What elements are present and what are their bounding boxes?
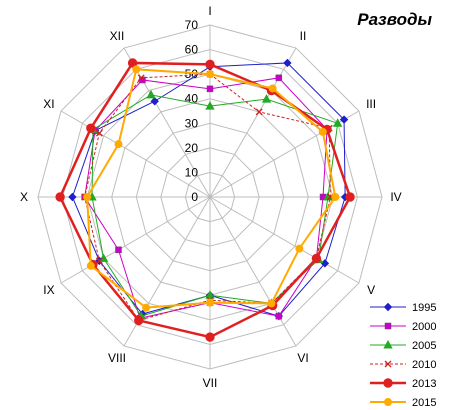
legend-label: 2005 [412, 340, 436, 352]
data-point [255, 108, 263, 116]
category-label: IX [43, 283, 54, 297]
data-point [283, 58, 292, 68]
tick-label: 70 [185, 18, 199, 32]
category-label: V [367, 283, 375, 297]
tick-label: 60 [185, 43, 199, 57]
data-point [134, 315, 144, 326]
legend-item-2010: 2010 [370, 359, 436, 371]
data-point [86, 123, 96, 133]
data-point [318, 127, 327, 136]
data-point [55, 192, 65, 202]
category-label: IV [390, 190, 401, 204]
legend-label: 2010 [412, 359, 436, 371]
data-point [333, 118, 343, 127]
legend-label: 2013 [412, 378, 436, 390]
category-label: VII [203, 376, 218, 390]
data-point [384, 322, 392, 330]
data-point [115, 246, 122, 254]
data-point [331, 193, 340, 201]
data-point [267, 299, 276, 308]
category-label: XII [110, 29, 125, 43]
grid-spoke [209, 196, 297, 347]
data-point [95, 129, 103, 137]
data-point [206, 85, 214, 93]
tick-label: 30 [185, 116, 199, 130]
data-point [339, 115, 349, 124]
data-point [383, 378, 393, 388]
data-point [205, 101, 215, 110]
data-point [137, 74, 145, 82]
category-label: VIII [108, 351, 126, 365]
data-point [142, 303, 151, 312]
legend-label: 2015 [412, 397, 436, 409]
category-label: X [20, 190, 28, 204]
data-point [132, 65, 141, 74]
data-point [98, 253, 109, 262]
data-point [127, 58, 138, 68]
data-point [68, 192, 77, 202]
data-point [275, 312, 283, 320]
tick-label: 0 [191, 190, 198, 204]
data-point [114, 140, 123, 149]
data-point [275, 74, 283, 82]
legend-item-2015: 2015 [370, 397, 436, 409]
data-point [345, 192, 355, 202]
data-point [205, 290, 215, 299]
legend-label: 1995 [412, 302, 436, 314]
legend-item-2005: 2005 [370, 339, 436, 352]
data-point [83, 193, 92, 201]
series-2015 [83, 65, 340, 312]
data-point [383, 302, 393, 312]
tick-label: 10 [185, 165, 199, 179]
data-point [86, 261, 95, 270]
data-point [384, 360, 392, 368]
category-label: VI [297, 351, 308, 365]
legend-item-2000: 2000 [370, 321, 436, 333]
grid-spoke [123, 47, 211, 198]
data-point [205, 332, 215, 342]
category-label: II [300, 29, 307, 43]
category-label: III [366, 97, 376, 111]
data-point [384, 398, 392, 406]
data-point [150, 97, 159, 106]
legend-item-1995: 1995 [370, 302, 436, 314]
data-point [261, 94, 272, 103]
data-point [268, 84, 277, 93]
series-line [84, 77, 328, 319]
category-label: XI [43, 97, 54, 111]
data-point [206, 298, 214, 307]
grid-spoke [209, 47, 297, 198]
data-point [383, 339, 393, 349]
data-point [295, 244, 304, 253]
data-point [205, 59, 215, 70]
data-point [206, 70, 214, 79]
chart-title: Разводы [357, 10, 432, 29]
data-point [311, 253, 322, 264]
grid-spoke [209, 196, 360, 284]
legend-label: 2000 [412, 321, 436, 333]
grid-spoke [60, 196, 211, 284]
tick-label: 20 [185, 141, 199, 155]
legend: 1995 2000 2005 2010 2013 2015 [370, 302, 436, 409]
category-label: I [208, 4, 211, 18]
data-point [146, 89, 156, 99]
grid-spoke [60, 110, 211, 198]
tick-label: 50 [185, 67, 199, 81]
legend-item-2013: 2013 [370, 378, 436, 390]
series-group [55, 58, 355, 342]
